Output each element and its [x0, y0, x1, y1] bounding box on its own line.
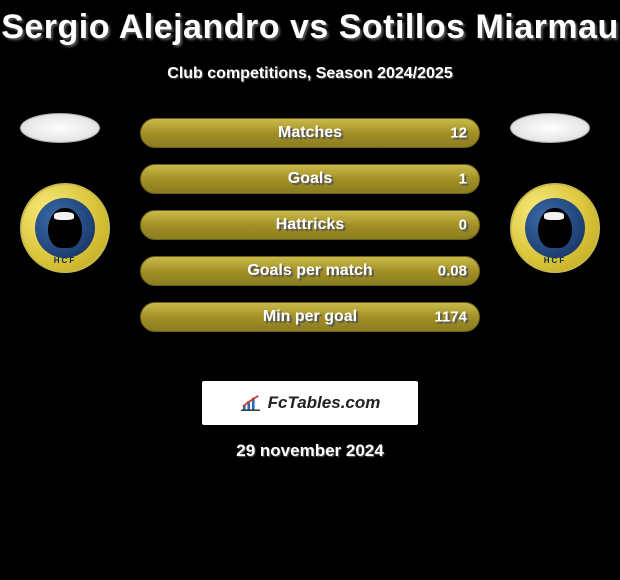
crest-inner-left [35, 198, 95, 258]
stat-bar: Goals 1 [140, 164, 480, 194]
player-right-column: HCF [510, 113, 600, 273]
stat-bars: Matches 12 Goals 1 Hattricks 0 Goals per… [140, 118, 480, 348]
stat-label: Hattricks [141, 216, 479, 234]
stat-bar: Matches 12 [140, 118, 480, 148]
stat-label: Goals [141, 170, 479, 188]
watermark: FcTables.com [202, 381, 418, 425]
stat-value-right: 12 [450, 125, 467, 142]
crest-inner-right [525, 198, 585, 258]
stat-value-right: 1174 [434, 309, 467, 326]
crest-silhouette-icon [538, 208, 572, 248]
player-right-avatar-placeholder [510, 113, 590, 143]
comparison-panel: HCF HCF Matches 12 Goals 1 Hattricks 0 [0, 113, 620, 373]
page-title: Sergio Alejandro vs Sotillos Miarmau [0, 0, 620, 47]
crest-letters-left: HCF [54, 256, 76, 265]
watermark-text: FcTables.com [268, 393, 381, 413]
stat-bar: Goals per match 0.08 [140, 256, 480, 286]
stat-label: Goals per match [141, 262, 479, 280]
stat-label: Matches [141, 124, 479, 142]
date-text: 29 november 2024 [0, 441, 620, 461]
stat-value-right: 0.08 [438, 263, 467, 280]
club-crest-right: HCF [510, 183, 600, 273]
watermark-chart-icon [240, 394, 262, 412]
crest-letters-right: HCF [544, 256, 566, 265]
club-crest-left: HCF [20, 183, 110, 273]
stat-bar: Hattricks 0 [140, 210, 480, 240]
player-left-avatar-placeholder [20, 113, 100, 143]
player-left-column: HCF [20, 113, 110, 273]
stat-value-right: 0 [459, 217, 467, 234]
subtitle: Club competitions, Season 2024/2025 [0, 65, 620, 83]
stat-bar: Min per goal 1174 [140, 302, 480, 332]
crest-silhouette-icon [48, 208, 82, 248]
stat-label: Min per goal [141, 308, 479, 326]
stat-value-right: 1 [459, 171, 467, 188]
